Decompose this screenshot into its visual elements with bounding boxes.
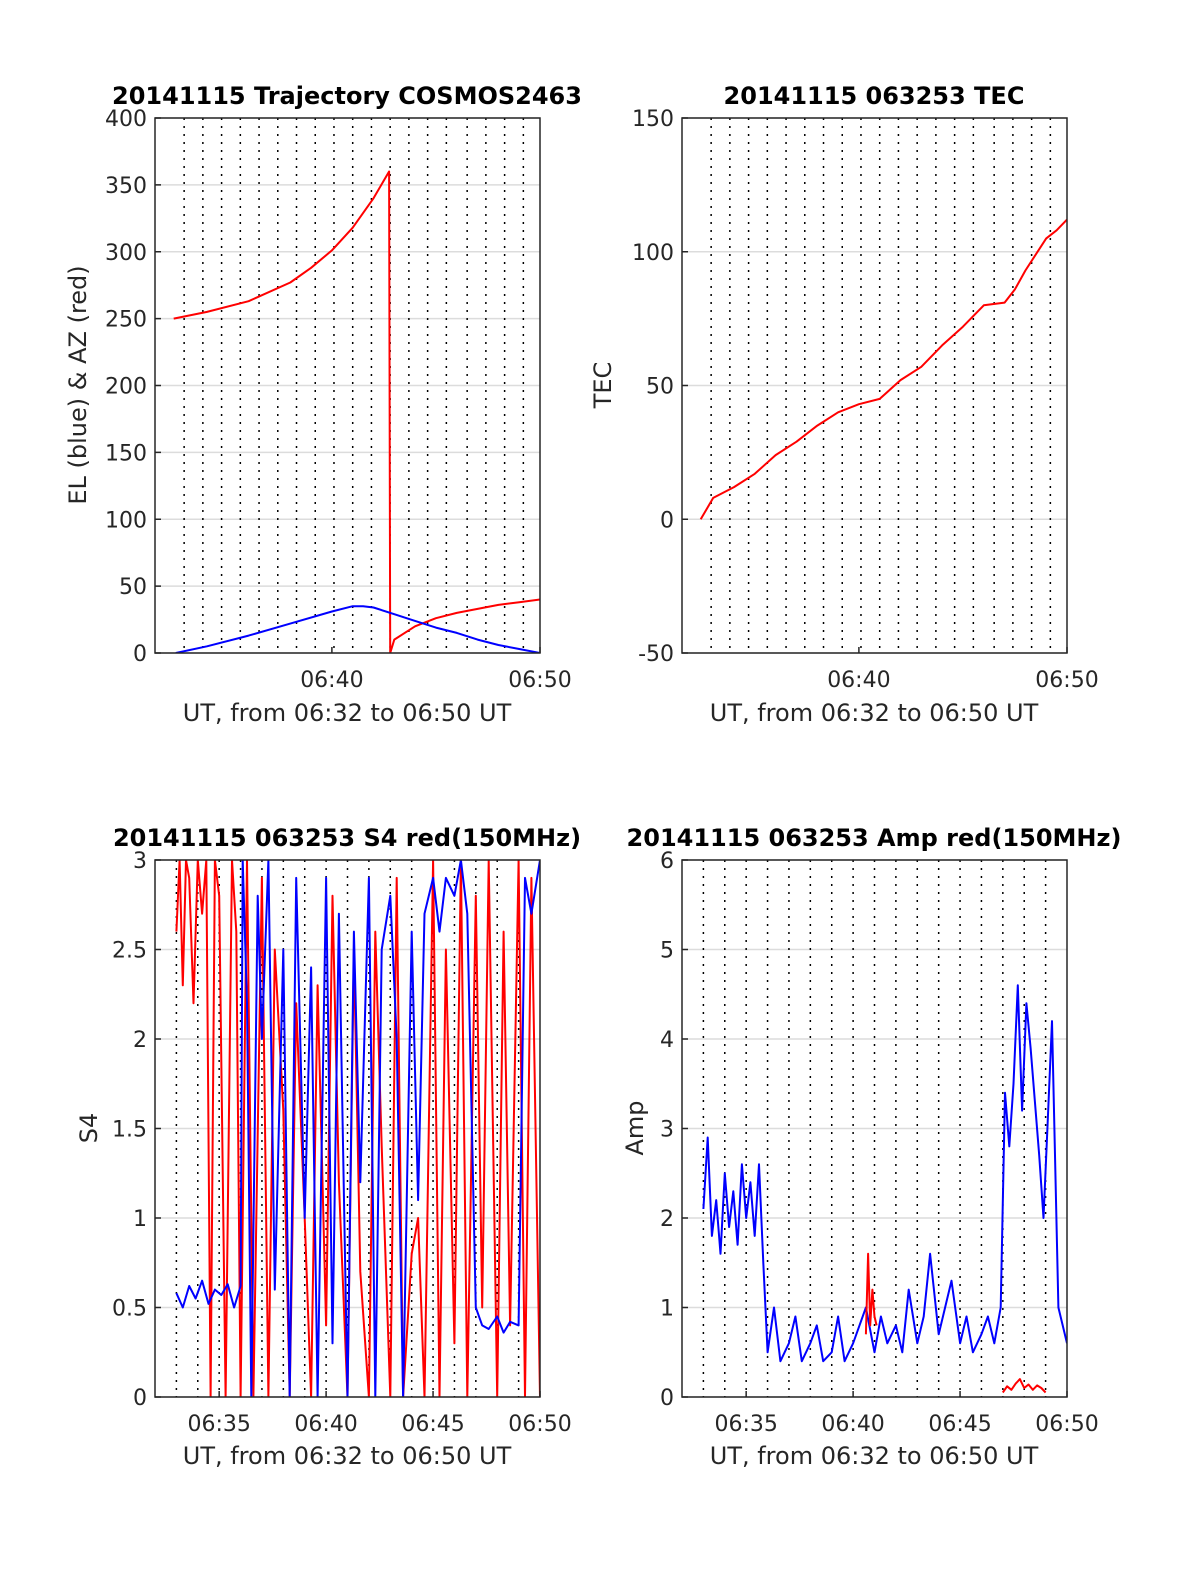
- x-tick-label: 06:40: [300, 668, 363, 693]
- y-tick-label: 0: [133, 1386, 147, 1411]
- y-tick-label: 2.5: [112, 939, 147, 964]
- panel-s4: 20141115 063253 S4 red(150MHz) 0 0.5 1 1.5 2…: [75, 824, 581, 1470]
- series-line: [699, 218, 1067, 520]
- panel-title: 20141115 063253 S4 red(150MHz): [113, 824, 581, 852]
- y-tick-label: 3: [133, 849, 147, 874]
- y-tick-label: 1: [133, 1207, 147, 1232]
- y-axis-label: S4: [75, 1113, 103, 1144]
- y-axis-label: TEC: [589, 362, 617, 410]
- plot-area: 0 1 2 3 4 5 6 06:35 06:40 06:45 06:50: [660, 849, 1099, 1437]
- x-tick-label: 06:50: [508, 1412, 571, 1437]
- y-tick-label: 3: [660, 1118, 674, 1143]
- y-tick-label: 50: [646, 375, 674, 400]
- x-tick-label: 06:50: [1035, 1412, 1098, 1437]
- x-tick-label: 06:45: [401, 1412, 464, 1437]
- y-tick-label: 150: [632, 107, 674, 132]
- x-tick-label: 06:50: [1035, 668, 1098, 693]
- y-tick-label: 250: [105, 308, 147, 333]
- y-tick-label: 200: [105, 375, 147, 400]
- panel-title: 20141115 Trajectory COSMOS2463: [112, 82, 582, 110]
- panel-trajectory: 20141115 Trajectory COSMOS2463 0 50 100 150…: [64, 82, 582, 727]
- y-tick-label: 100: [632, 241, 674, 266]
- y-tick-label: 2: [133, 1028, 147, 1053]
- y-axis-label: EL (blue) & AZ (red): [64, 265, 92, 504]
- x-tick-label: 06:40: [294, 1412, 357, 1437]
- y-tick-label: 0: [133, 642, 147, 667]
- x-tick-label: 06:35: [187, 1412, 250, 1437]
- x-tick-label: 06:35: [714, 1412, 777, 1437]
- y-tick-label: 6: [660, 849, 674, 874]
- panel-title: 20141115 063253 Amp red(150MHz): [627, 824, 1122, 852]
- y-tick-label: 1.5: [112, 1118, 147, 1143]
- plot-area: 0 50 100 150 200 250 300 350 400 06:40 06:50: [105, 107, 572, 693]
- series-line: [1001, 1378, 1047, 1394]
- x-axis-label: UT, from 06:32 to 06:50 UT: [710, 699, 1039, 727]
- series-group: [702, 984, 1067, 1394]
- x-tick-label: 06:40: [821, 1412, 884, 1437]
- y-tick-label: 1: [660, 1297, 674, 1322]
- x-axis-label: UT, from 06:32 to 06:50 UT: [183, 1442, 512, 1470]
- panel-amp: 20141115 063253 Amp red(150MHz) 01234560…: [621, 824, 1121, 1470]
- series-group: [699, 218, 1067, 520]
- plot-area: -50 0 50 100 150 06:40 06:50: [632, 107, 1099, 693]
- y-tick-label: 0: [660, 508, 674, 533]
- y-axis-label: Amp: [621, 1100, 649, 1155]
- series-group: [175, 860, 540, 1397]
- x-axis-label: UT, from 06:32 to 06:50 UT: [710, 1442, 1039, 1470]
- y-tick-label: 400: [105, 107, 147, 132]
- y-tick-label: -50: [638, 642, 674, 667]
- series-group: [173, 170, 540, 653]
- y-tick-label: 300: [105, 241, 147, 266]
- y-tick-label: 350: [105, 174, 147, 199]
- y-tick-label: 5: [660, 939, 674, 964]
- panel-tec: 20141115 063253 TEC -50 0 50 100 150 06:40 06:…: [589, 82, 1099, 727]
- plot-area: 0 0.5 1 1.5 2 2.5 3 06:35 06:40 06:45 06:50: [112, 849, 572, 1437]
- series-line: [702, 984, 1067, 1363]
- panel-title: 20141115 063253 TEC: [724, 82, 1025, 110]
- series-line: [173, 170, 540, 653]
- y-tick-label: 2: [660, 1207, 674, 1232]
- y-tick-label: 100: [105, 508, 147, 533]
- y-tick-label: 150: [105, 441, 147, 466]
- series-line: [864, 1252, 878, 1335]
- series-line: [175, 605, 540, 653]
- y-tick-label: 50: [119, 575, 147, 600]
- x-tick-label: 06:45: [928, 1412, 991, 1437]
- x-tick-label: 06:40: [827, 668, 890, 693]
- x-tick-label: 06:50: [508, 668, 571, 693]
- y-tick-label: 0.5: [112, 1297, 147, 1322]
- x-axis-label: UT, from 06:32 to 06:50 UT: [183, 699, 512, 727]
- y-tick-label: 0: [660, 1386, 674, 1411]
- series-line: [175, 860, 540, 1397]
- y-tick-label: 4: [660, 1028, 674, 1053]
